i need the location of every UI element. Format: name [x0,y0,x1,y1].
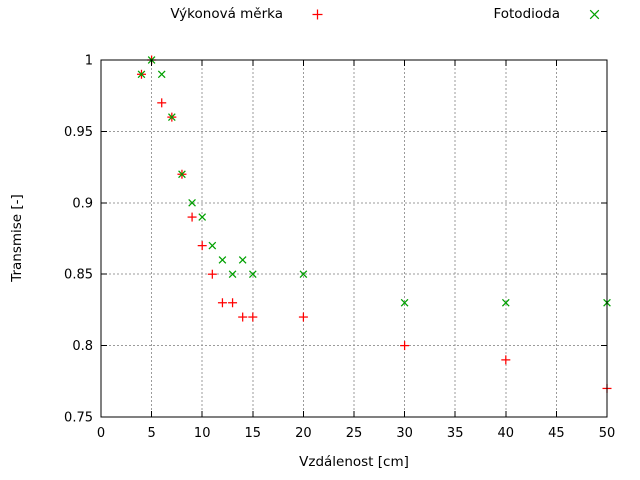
y-tick-label: 0.75 [64,411,93,426]
x-axis-label: Vzdálenost [cm] [299,454,409,470]
x-tick-label: 20 [295,426,312,441]
data-point-marker [238,256,247,264]
legend-label-vykonova-merka: Výkonová měrka [170,6,283,22]
data-point-marker [188,198,196,207]
data-point-marker [248,270,257,279]
cross-icon-stroke [589,9,600,20]
y-tick-label: 1 [85,54,93,69]
data-point-marker [157,70,166,79]
legend-plus-marker-icon [312,9,323,20]
data-point-marker [167,113,176,121]
legend-cross-marker-icon [589,9,600,20]
x-tick-label: 45 [548,426,565,441]
y-tick-label: 0.95 [64,125,93,140]
data-point-marker [400,298,409,307]
x-tick-label: 30 [396,426,413,441]
data-point-marker [198,213,207,221]
data-point-marker [137,70,146,79]
data-point-marker [208,241,217,250]
data-point-marker [299,270,308,279]
x-tick-label: 35 [447,426,464,441]
x-tick-label: 0 [97,426,105,441]
data-point-marker [218,256,227,264]
legend-label-fotodioda: Fotodioda [493,6,560,22]
data-point-marker [178,170,186,179]
x-tick-label: 10 [194,426,211,441]
x-tick-label: 50 [599,426,616,441]
y-tick-label: 0.8 [72,339,93,354]
data-point-marker [228,270,237,279]
y-tick-label: 0.9 [72,196,93,211]
y-tick-label: 0.85 [64,268,93,283]
x-tick-label: 5 [147,426,155,441]
data-point-marker [501,298,510,307]
x-tick-label: 15 [245,426,262,441]
x-tick-label: 25 [346,426,363,441]
x-tick-label: 40 [498,426,515,441]
